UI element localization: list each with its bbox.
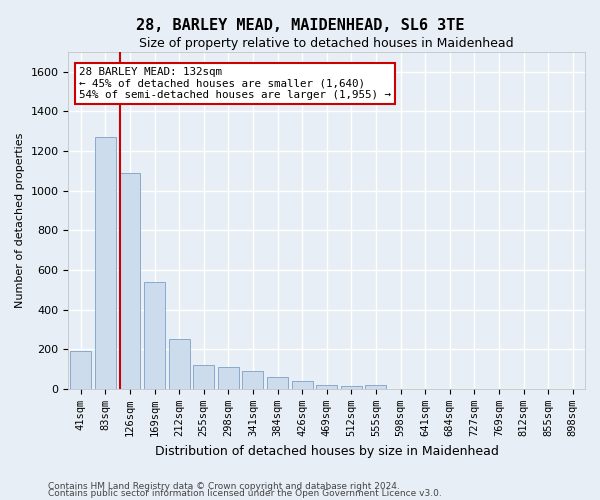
Text: Contains HM Land Registry data © Crown copyright and database right 2024.: Contains HM Land Registry data © Crown c… <box>48 482 400 491</box>
Bar <box>169 340 190 389</box>
Bar <box>316 385 337 389</box>
Bar <box>70 351 91 389</box>
Bar <box>144 282 165 389</box>
Bar <box>341 386 362 389</box>
Text: 28 BARLEY MEAD: 132sqm
← 45% of detached houses are smaller (1,640)
54% of semi-: 28 BARLEY MEAD: 132sqm ← 45% of detached… <box>79 67 391 100</box>
Text: 28, BARLEY MEAD, MAIDENHEAD, SL6 3TE: 28, BARLEY MEAD, MAIDENHEAD, SL6 3TE <box>136 18 464 32</box>
Bar <box>242 371 263 389</box>
Y-axis label: Number of detached properties: Number of detached properties <box>15 132 25 308</box>
Bar <box>267 377 288 389</box>
Bar <box>95 137 116 389</box>
X-axis label: Distribution of detached houses by size in Maidenhead: Distribution of detached houses by size … <box>155 444 499 458</box>
Bar <box>193 365 214 389</box>
Title: Size of property relative to detached houses in Maidenhead: Size of property relative to detached ho… <box>139 38 514 51</box>
Bar <box>292 381 313 389</box>
Bar <box>218 367 239 389</box>
Bar <box>119 172 140 389</box>
Bar <box>365 385 386 389</box>
Text: Contains public sector information licensed under the Open Government Licence v3: Contains public sector information licen… <box>48 490 442 498</box>
